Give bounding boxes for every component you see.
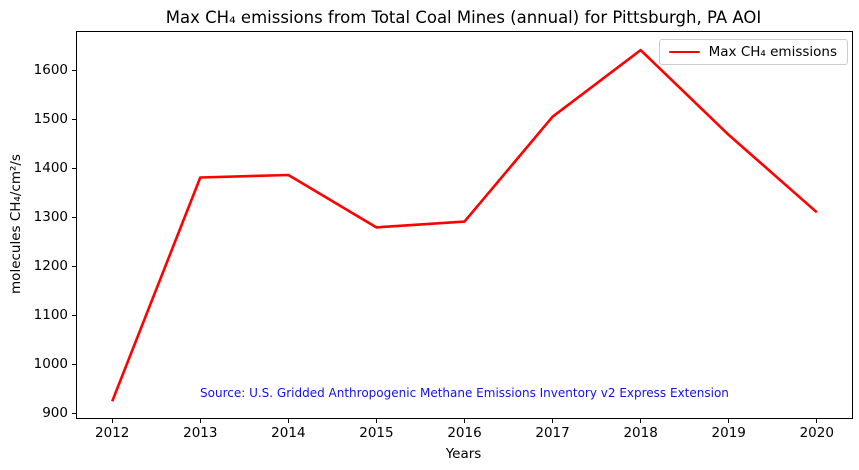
x-tick-mark	[728, 418, 730, 423]
y-tick-label: 1600	[33, 62, 68, 79]
y-tick-mark	[72, 167, 77, 169]
x-tick-label: 2015	[359, 425, 394, 441]
x-tick-label: 2018	[623, 425, 658, 441]
x-tick-label: 2014	[271, 425, 306, 441]
y-tick-label: 1200	[33, 258, 68, 275]
y-axis-label: molecules CH₄/cm²/s	[8, 154, 24, 294]
y-tick-label: 1000	[33, 356, 68, 373]
y-tick-mark	[72, 118, 77, 120]
emissions-line-series	[110, 48, 818, 402]
x-tick-mark	[552, 418, 554, 423]
x-tick-mark	[199, 418, 201, 423]
y-tick-mark	[72, 265, 77, 267]
legend-label: Max CH₄ emissions	[708, 44, 837, 60]
line-chart-canvas	[110, 48, 818, 402]
x-tick-label: 2013	[183, 425, 218, 441]
x-axis-label: Years	[445, 446, 482, 462]
chart-title: Max CH₄ emissions from Total Coal Mines …	[165, 8, 762, 27]
y-tick-label: 1500	[33, 111, 68, 128]
x-tick-label: 2016	[447, 425, 482, 441]
x-tick-label: 2019	[711, 425, 746, 441]
source-note: Source: U.S. Gridded Anthropogenic Metha…	[200, 386, 729, 400]
x-tick-mark	[640, 418, 642, 423]
legend: Max CH₄ emissions	[658, 39, 848, 65]
x-tick-mark	[111, 418, 113, 423]
x-tick-label: 2020	[799, 425, 834, 441]
y-tick-mark	[72, 412, 77, 414]
y-tick-mark	[72, 216, 77, 218]
x-tick-label: 2017	[535, 425, 570, 441]
y-tick-label: 1400	[33, 160, 68, 177]
y-tick-label: 1300	[33, 209, 68, 226]
y-tick-label: 900	[42, 405, 68, 422]
y-tick-mark	[72, 314, 77, 316]
y-tick-mark	[72, 363, 77, 365]
plot-area: Max CH₄ emissions Source: U.S. Gridded A…	[34, 31, 853, 441]
x-tick-label: 2012	[95, 425, 130, 441]
y-tick-mark	[72, 69, 77, 71]
y-tick-label: 1100	[33, 307, 68, 324]
x-tick-mark	[464, 418, 465, 423]
x-tick-mark	[287, 418, 289, 423]
legend-line-sample	[668, 50, 700, 54]
x-tick-mark	[375, 418, 377, 423]
x-tick-mark	[816, 418, 818, 423]
